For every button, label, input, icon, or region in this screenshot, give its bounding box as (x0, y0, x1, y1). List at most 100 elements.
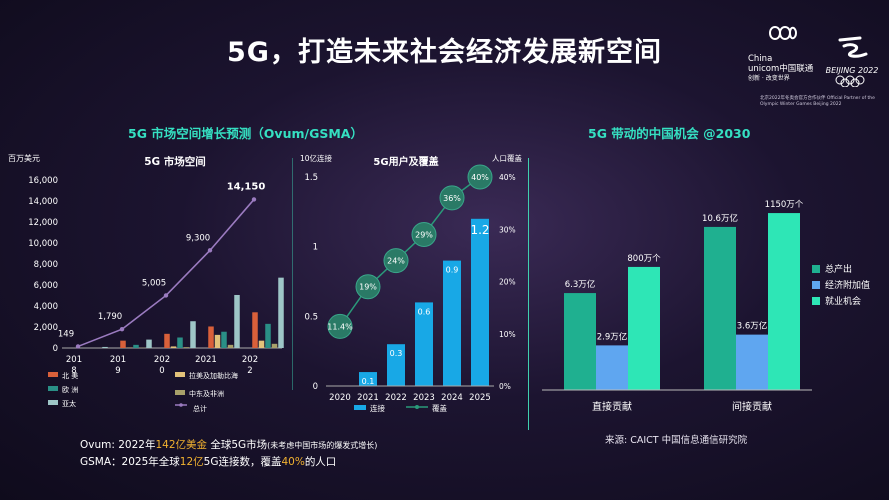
total-point-2021 (207, 248, 213, 253)
y-tick-label: 2,000 (34, 323, 58, 333)
bar-亚太-2021 (234, 294, 240, 348)
y-tick-label: 6,000 (34, 281, 58, 291)
bar-label-2021: 0.1 (362, 377, 375, 386)
y-tick-label-right: 10% (499, 330, 516, 339)
legend-swatch-就业机会 (812, 297, 820, 305)
y-tick-label-right: 20% (499, 278, 516, 287)
total-point-2018 (75, 344, 81, 349)
bar-亚太-2018 (102, 346, 108, 348)
x-tick-label: 2021 (195, 355, 217, 365)
bar-就业机会-直接贡献 (628, 266, 660, 390)
divider-main (528, 158, 529, 430)
bar-label-就业机会-间接贡献: 1150万个 (765, 200, 804, 210)
bar-就业机会-间接贡献 (768, 213, 800, 390)
bar-亚太-2022 (278, 277, 284, 348)
coverage-label-2025: 40% (471, 173, 489, 182)
legend-label: 连接 (370, 403, 385, 413)
y-tick-label-right: 0% (499, 382, 511, 391)
footnote-ovum: Ovum: 2022年142亿美金 全球5G市场(未考虑中国市场的爆发式增长) (80, 437, 377, 452)
y-tick-label: 8,000 (34, 260, 58, 270)
total-point-2019 (119, 327, 125, 332)
legend-swatch (48, 386, 58, 391)
bar-拉美及加勒比海-2020 (170, 346, 177, 348)
x-tick-label: 202 (242, 355, 258, 365)
x-tick-label: 2023 (413, 393, 435, 403)
emblem-icon (838, 36, 868, 58)
knot-icon (768, 26, 798, 40)
partner-tagline: 北京2022年冬奥会官方合作伙伴 Official Partner of the… (760, 96, 875, 107)
y-axis-label-right: 人口覆盖 (492, 153, 522, 163)
bar-总产出-间接贡献 (704, 226, 736, 390)
legend-swatch-经济附加值 (812, 281, 820, 289)
bar-label-总产出-直接贡献: 6.3万亿 (565, 279, 596, 290)
legend-label: 欧 洲 (62, 385, 78, 394)
x-tick-label: 2025 (469, 393, 491, 403)
bar-欧洲-2019 (133, 344, 139, 348)
divider-inner (292, 158, 293, 390)
bar-connections-2021 (359, 372, 377, 386)
footnote-ovum-text-2: 全球5G市场 (207, 439, 268, 451)
bar-connections-2024 (443, 260, 461, 386)
bar-中东及非洲-2021 (227, 344, 234, 348)
total-point-2020 (163, 293, 169, 298)
footnote-ovum-note: (未考虑中国市场的爆发式增长) (267, 441, 378, 450)
legend-swatch (48, 372, 58, 377)
y-tick-label: 12,000 (28, 218, 58, 228)
bar-connections-2022 (387, 344, 405, 386)
legend-swatch (175, 372, 185, 377)
legend-swatch (175, 390, 185, 395)
x-tick-label: 2022 (385, 393, 407, 403)
logo-line-3: 创新 · 改变世界 (748, 75, 790, 82)
bar-总产出-直接贡献 (564, 293, 596, 390)
x-tick-label: 202 (154, 355, 170, 365)
y-tick-label: 10,000 (28, 239, 58, 249)
x-tick-label: 0 (159, 366, 164, 376)
footnote-ovum-highlight: 142亿美金 (155, 439, 208, 451)
x-tick-label: 直接贡献 (592, 400, 632, 413)
x-tick-label: 201 (110, 355, 126, 365)
x-tick-label: 2024 (441, 393, 463, 403)
legend-swatch-总产出 (812, 265, 820, 273)
y-tick-label: 0 (313, 382, 318, 392)
y-tick-label: 14,000 (28, 197, 58, 207)
left-section-title: 5G 市场空间增长预测（Ovum/GSMA） (128, 126, 363, 141)
y-tick-label-right: 30% (499, 225, 516, 234)
bar-label-2025: 1.2 (470, 223, 489, 237)
y-tick-label: 16,000 (28, 176, 58, 186)
legend-label: 总计 (193, 404, 207, 413)
coverage-label-2023: 29% (415, 230, 433, 239)
y-tick-label: 0 (53, 344, 58, 354)
total-point-2022 (251, 197, 257, 202)
legend-swatch (48, 400, 58, 405)
bar-北美-2022 (252, 312, 258, 348)
market-space-chart: 百万美元 5G 市场空间 0 2,000 4,000 6,000 8,000 10,000 12… (8, 153, 284, 413)
coverage-bubble-2025 (467, 164, 493, 190)
legend-label: 拉美及加勒比海 (189, 371, 238, 380)
coverage-label-2022: 24% (387, 257, 405, 266)
x-tick-label: 2021 (357, 393, 379, 403)
logo-line-1: China (748, 54, 773, 64)
coverage-bubble-2021 (355, 274, 381, 300)
legend-swatch-total-dot (179, 403, 183, 407)
coverage-label-2020: 11.4% (327, 322, 353, 331)
bar-label-就业机会-直接贡献: 800万个 (627, 254, 661, 264)
total-label-2018: 149 (58, 329, 74, 339)
bar-亚太-2019 (146, 339, 152, 348)
coverage-label-2021: 19% (359, 283, 377, 292)
bar-欧洲-2021 (221, 331, 227, 348)
chart-title: 5G 市场空间 (144, 155, 206, 168)
bar-北美-2019 (120, 340, 126, 348)
coverage-bubble-2022 (383, 248, 409, 274)
bar-拉美及加勒比海-2021 (214, 334, 221, 348)
bar-欧洲-2022 (265, 323, 271, 348)
beijing-2022-logo: BEIJING 2022 (820, 34, 884, 89)
footnote-ovum-text-1: Ovum: 2022年 (80, 439, 156, 451)
bar-label-2023: 0.6 (418, 307, 431, 316)
bar-connections-2025 (471, 218, 489, 386)
y-tick-label: 4,000 (34, 302, 58, 312)
legend-label: 北 美 (62, 371, 78, 380)
coverage-label-2024: 36% (443, 194, 461, 203)
legend-swatch-connections (354, 405, 366, 410)
total-label-2020: 5,005 (142, 278, 166, 288)
